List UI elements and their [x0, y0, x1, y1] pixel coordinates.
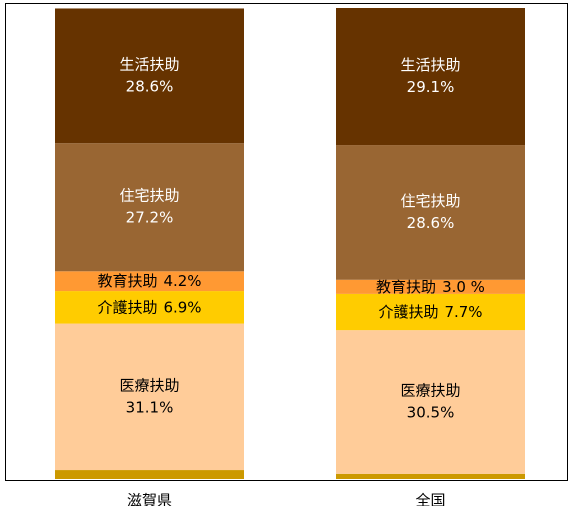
- segment-label: 教育扶助 3.0 %: [376, 277, 485, 295]
- value-label: 7.7%: [444, 303, 482, 321]
- x-tick-label: 滋賀県: [127, 492, 172, 506]
- segment-name: 生活扶助: [119, 55, 179, 73]
- x-tick-label: 全国: [415, 492, 445, 506]
- bar-segment: [55, 470, 244, 479]
- segment-name: 介護扶助: [378, 303, 438, 321]
- value-label: 28.6%: [407, 214, 455, 232]
- bar-segment: [336, 145, 525, 280]
- segment-label: 介護扶助 6.9%: [97, 298, 201, 316]
- bar-segment: [55, 8, 244, 144]
- value-label: 29.1%: [407, 78, 455, 96]
- bar-segment: [336, 279, 525, 294]
- segment-name: 介護扶助: [97, 298, 157, 316]
- segment-name: 生活扶助: [400, 56, 460, 74]
- bar-segment: [55, 291, 244, 324]
- bar-segment: [336, 8, 525, 146]
- value-label: 31.1%: [126, 398, 174, 416]
- value-label: 4.2%: [163, 272, 201, 290]
- bar-segment: [336, 473, 525, 479]
- segment-name: 教育扶助: [97, 272, 157, 290]
- bar-segment: [55, 271, 244, 292]
- value-label: 28.6%: [126, 77, 174, 95]
- plot-frame: [5, 3, 568, 481]
- value-label: 27.2%: [126, 209, 174, 227]
- bar-segment: [336, 330, 525, 474]
- bar-segment: [55, 323, 244, 471]
- segment-name: 医療扶助: [119, 376, 179, 394]
- segment-name: 住宅扶助: [119, 187, 179, 205]
- bar-segment: [55, 143, 244, 272]
- value-label: 30.5%: [407, 403, 455, 421]
- value-label: 6.9%: [163, 298, 201, 316]
- segment-name: 教育扶助: [376, 277, 436, 295]
- segment-name: 医療扶助: [400, 381, 460, 399]
- value-label: 3.0 %: [442, 277, 485, 295]
- bar-segment: [336, 293, 525, 331]
- segment-label: 教育扶助 4.2%: [97, 272, 201, 290]
- segment-name: 住宅扶助: [400, 192, 460, 210]
- segment-label: 介護扶助 7.7%: [378, 303, 482, 321]
